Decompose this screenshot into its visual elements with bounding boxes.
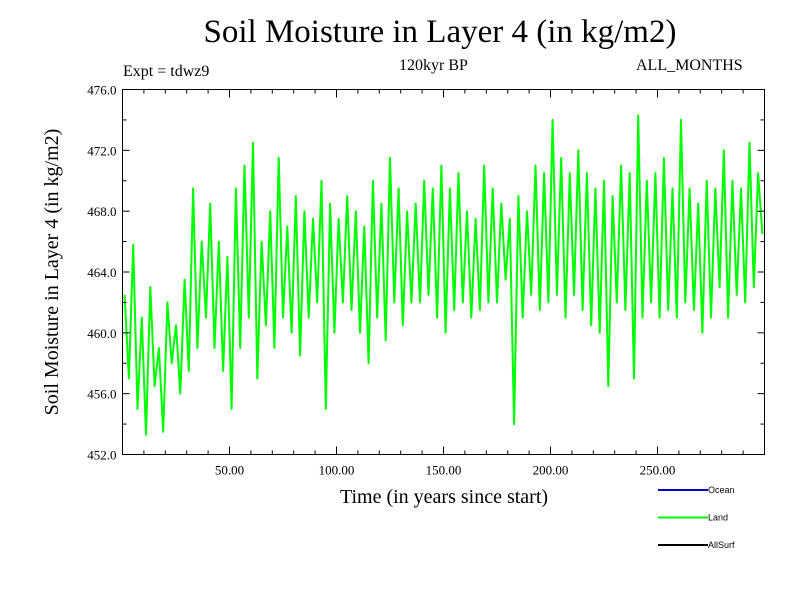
ticks-layer: 452.0 456.0 460.0 464.0 468.0 472.0 476.0 50.00…: [87, 83, 765, 478]
experiment-label: Expt = tdwz9: [123, 63, 210, 80]
y-tick-label: 456.0: [87, 387, 116, 402]
legend: Ocean Land AllSurf: [658, 485, 735, 550]
months-label: ALL_MONTHS: [636, 57, 743, 74]
y-axis-label: Soil Moisture in Layer 4 (in kg/m2): [41, 129, 63, 416]
y-tick-label: 460.0: [87, 326, 116, 341]
chart-title: Soil Moisture in Layer 4 (in kg/m2): [203, 14, 677, 50]
y-tick-label: 476.0: [87, 83, 116, 98]
legend-label-land: Land: [708, 513, 728, 523]
y-tick-label: 472.0: [87, 143, 116, 158]
x-tick-label: 200.00: [533, 463, 569, 478]
y-tick-label: 464.0: [87, 265, 116, 280]
y-tick-label: 452.0: [87, 448, 116, 463]
x-tick-label: 100.00: [319, 463, 355, 478]
legend-label-ocean: Ocean: [708, 485, 735, 495]
legend-label-allsurf: AllSurf: [708, 540, 735, 550]
period-label: 120kyr BP: [399, 57, 468, 74]
y-tick-label: 468.0: [87, 204, 116, 219]
series-layer: [123, 114, 764, 436]
x-tick-label: 150.00: [426, 463, 462, 478]
x-tick-label: 250.00: [640, 463, 676, 478]
x-axis-label: Time (in years since start): [340, 486, 548, 508]
x-tick-label: 50.00: [215, 463, 244, 478]
series-line-land: [123, 114, 764, 436]
